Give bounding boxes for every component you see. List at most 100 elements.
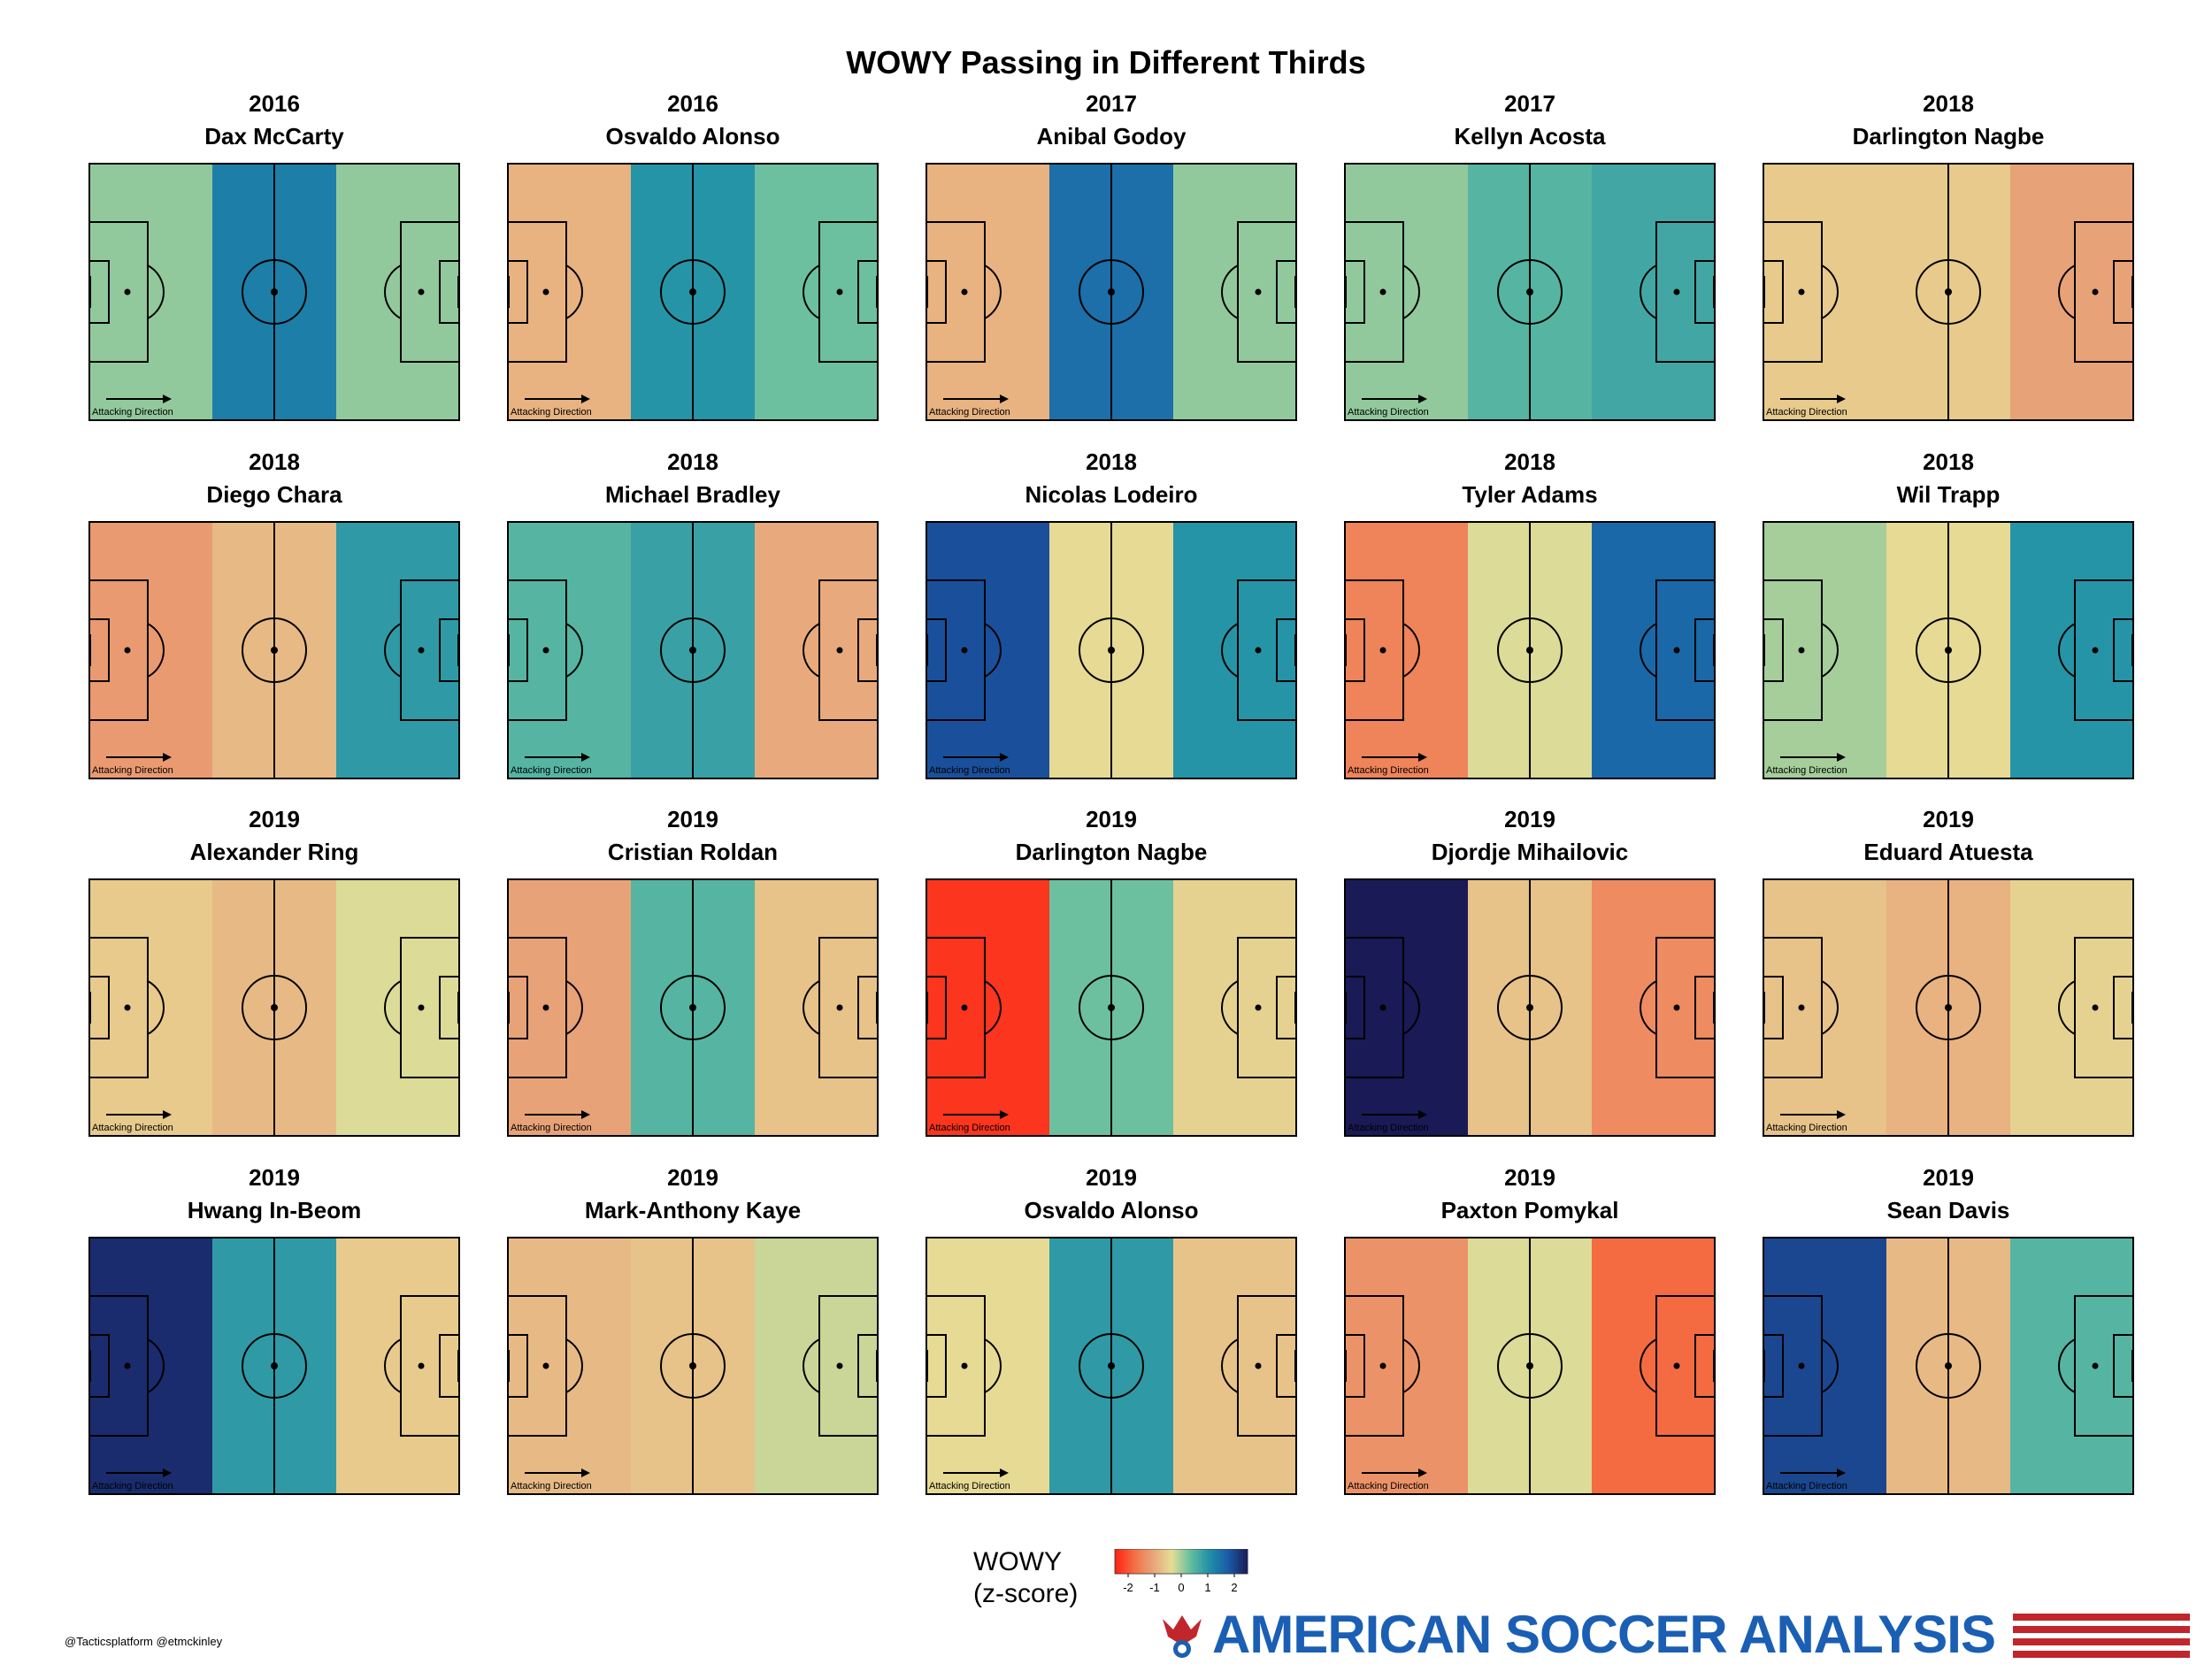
third-cell [507, 1237, 632, 1495]
arrowhead-icon [163, 395, 172, 403]
panel-year: 2018 [1923, 90, 1974, 117]
arrowhead-icon [1418, 753, 1427, 762]
left-goal [507, 1350, 510, 1382]
pitch: Attacking Direction [507, 521, 879, 779]
left-penalty-arc [565, 265, 583, 319]
colorbar-segment [1121, 1549, 1125, 1574]
arrowhead-icon [581, 1468, 590, 1477]
third-cell [755, 878, 879, 1137]
colorbar-segment [1245, 1549, 1248, 1574]
left-penalty-arc [1821, 265, 1839, 319]
right-penalty-arc [384, 1338, 402, 1393]
center-spot [271, 647, 278, 654]
colorbar-segment [1156, 1549, 1160, 1574]
panel-year: 2019 [1086, 806, 1137, 832]
panel-player-name: Wil Trapp [1896, 481, 2001, 508]
right-penalty-arc [1640, 980, 1657, 1035]
colorbar-segment [1227, 1549, 1231, 1574]
left-penalty-arc [1402, 265, 1420, 319]
right-goal [457, 634, 460, 666]
third-cell [926, 878, 1050, 1137]
center-circle [1916, 975, 1981, 1040]
left-goal [1763, 634, 1765, 666]
third-cell [1763, 1237, 1887, 1495]
third-cell [507, 163, 632, 421]
colorbar-segment [1165, 1549, 1169, 1574]
panel-player-name: Mark-Anthony Kaye [584, 1197, 802, 1223]
center-spot [1945, 1362, 1952, 1369]
attacking-direction-label: Attacking Direction [929, 1123, 1010, 1133]
colorbar-segment [1117, 1549, 1120, 1574]
left-penalty-arc [565, 980, 583, 1035]
right-goal [876, 276, 879, 308]
left-goal [926, 1350, 928, 1382]
colorbar-segment [1214, 1549, 1217, 1574]
arrowhead-icon [1837, 1468, 1846, 1477]
center-circle [660, 975, 726, 1040]
left-penalty-arc [1821, 623, 1839, 678]
left-penalty-spot [124, 1004, 131, 1011]
left-penalty-spot [1379, 647, 1386, 654]
pitch-panel: 2019 Hwang In-Beom Attacking Direction [88, 1164, 460, 1495]
right-penalty-spot [836, 647, 843, 654]
third-cell [1173, 521, 1297, 779]
right-penalty-arc [803, 1338, 820, 1393]
left-penalty-spot [1798, 1362, 1805, 1369]
right-penalty-arc [384, 265, 402, 319]
right-penalty-arc [2058, 1338, 2076, 1393]
panel-player-name: Diego Chara [206, 481, 342, 508]
left-goal [88, 276, 91, 308]
panel-year: 2019 [1504, 806, 1555, 832]
right-goal [457, 276, 460, 308]
pitch-grid: 2016 Dax McCarty Attacking Direction 2016 Os… [88, 90, 2134, 1495]
chart-title: WOWY Passing in Different Thirds [846, 44, 1366, 81]
pitch: Attacking Direction [507, 878, 879, 1137]
right-penalty-spot [836, 1004, 843, 1011]
third-cell [507, 521, 632, 779]
right-penalty-spot [418, 1362, 425, 1369]
left-goal [88, 634, 91, 666]
colorbar-segment [1152, 1549, 1156, 1574]
colorbar-segment [1194, 1549, 1197, 1574]
colorbar-segment [1212, 1549, 1215, 1574]
left-goal [926, 276, 928, 308]
panel-year: 2018 [249, 449, 300, 475]
pitch: Attacking Direction [1763, 878, 2134, 1137]
right-penalty-arc [1640, 265, 1657, 319]
colorbar-segment [1225, 1549, 1228, 1574]
panel-year: 2019 [1923, 1164, 1974, 1191]
right-penalty-arc [384, 623, 402, 678]
panel-player-name: Sean Davis [1886, 1197, 2010, 1223]
right-penalty-spot [1673, 1362, 1680, 1369]
third-cell [1763, 878, 1887, 1137]
attacking-direction-label: Attacking Direction [1348, 1123, 1429, 1133]
pitch: Attacking Direction [88, 1237, 460, 1495]
right-penalty-spot [1255, 1004, 1262, 1011]
colorbar-segment [1148, 1549, 1151, 1574]
arrowhead-icon [1418, 1468, 1427, 1477]
center-circle [1079, 1333, 1144, 1399]
right-goal [2131, 992, 2134, 1024]
colorbar-segment [1141, 1549, 1144, 1574]
center-spot [271, 288, 278, 295]
arrowhead-icon [1418, 395, 1427, 403]
right-penalty-spot [1255, 647, 1262, 654]
panel-year: 2018 [1086, 449, 1137, 475]
pitch-panel: 2016 Osvaldo Alonso Attacking Direction [507, 90, 879, 421]
third-cell [926, 1237, 1050, 1495]
center-spot [689, 647, 696, 654]
colorbar-segment [1133, 1549, 1135, 1574]
right-goal [1713, 1350, 1716, 1382]
right-penalty-arc [1221, 623, 1239, 678]
right-penalty-spot [1255, 288, 1262, 295]
center-circle [1916, 1333, 1981, 1399]
third-cell [336, 1237, 460, 1495]
attacking-direction-label: Attacking Direction [1766, 1481, 1847, 1491]
pitch-panel: 2017 Anibal Godoy Attacking Direction [926, 90, 1297, 421]
panel-year: 2019 [1504, 1164, 1555, 1191]
colorbar-tick-label: -2 [1123, 1581, 1133, 1594]
center-spot [689, 288, 696, 295]
colorbar-segment [1143, 1549, 1147, 1574]
panel-player-name: Djordje Mihailovic [1431, 839, 1629, 865]
left-goal [926, 992, 928, 1024]
